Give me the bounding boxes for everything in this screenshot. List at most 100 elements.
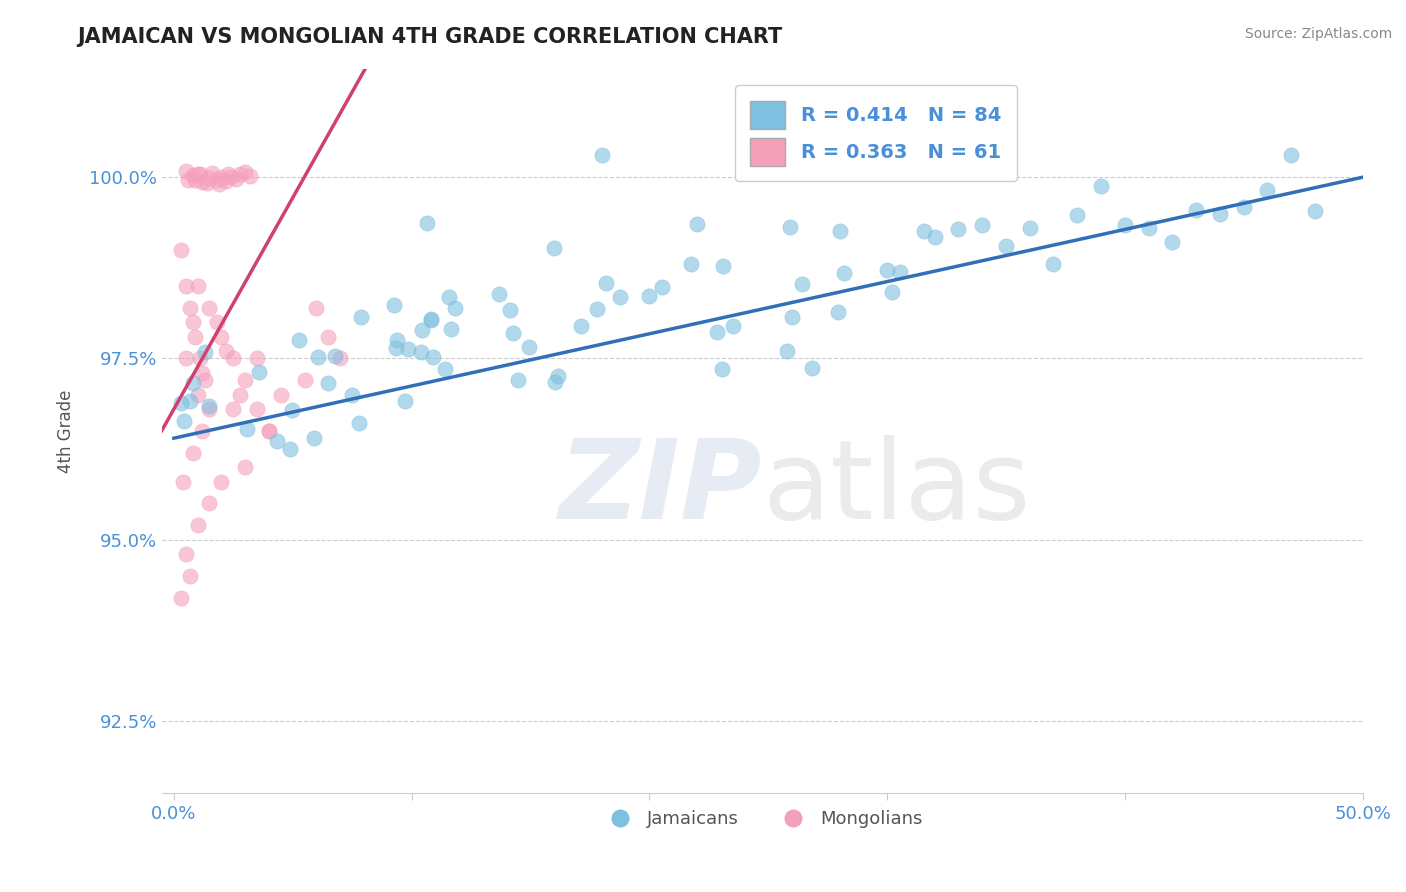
Point [172,475,194,489]
Point [222,351,245,366]
Point [209,475,232,489]
Point [433,361,456,376]
Point [416,216,439,230]
Point [187,387,209,401]
Point [1233,200,1256,214]
Point [994,238,1017,252]
Point [382,298,405,312]
Point [201,166,224,180]
Point [323,349,346,363]
Point [385,333,408,347]
Point [419,312,441,326]
Point [266,434,288,448]
Point [651,280,673,294]
Point [173,414,195,428]
Point [912,224,935,238]
Point [209,169,232,184]
Point [1303,204,1326,219]
Point [411,323,433,337]
Point [177,173,200,187]
Point [233,373,256,387]
Point [1185,202,1208,217]
Point [882,285,904,299]
Point [686,217,709,231]
Point [329,351,352,366]
Point [219,169,242,184]
Point [340,388,363,402]
Point [305,301,328,315]
Point [198,400,221,414]
Point [215,344,238,359]
Point [506,373,529,387]
Point [544,375,567,389]
Point [184,173,207,187]
Point [181,315,204,329]
Point [422,350,444,364]
Point [585,301,607,316]
Point [721,318,744,333]
Text: Source: ZipAtlas.com: Source: ZipAtlas.com [1244,27,1392,41]
Point [174,351,197,366]
Point [800,361,823,376]
Point [229,167,252,181]
Point [198,171,221,186]
Point [609,291,631,305]
Point [246,402,269,417]
Point [1209,207,1232,221]
Point [440,322,463,336]
Point [222,402,245,417]
Point [1042,257,1064,271]
Point [779,219,801,234]
Point [1279,148,1302,162]
Point [194,373,217,387]
Point [184,329,207,343]
Point [519,340,541,354]
Point [225,171,247,186]
Point [488,287,510,301]
Point [679,257,702,271]
Point [316,376,339,391]
Point [215,174,238,188]
Point [444,301,467,315]
Point [420,313,443,327]
Point [569,319,592,334]
Point [235,422,257,436]
Point [595,276,617,290]
Point [170,396,193,410]
Point [307,351,329,365]
Point [174,279,197,293]
Point [350,310,373,324]
Text: JAMAICAN VS MONGOLIAN 4TH GRADE CORRELATION CHART: JAMAICAN VS MONGOLIAN 4TH GRADE CORRELAT… [77,27,783,46]
Point [1256,183,1278,197]
Point [188,351,211,366]
Point [257,424,280,438]
Point [638,289,661,303]
Point [170,591,193,605]
Point [187,518,209,533]
Point [195,176,218,190]
Point [499,302,522,317]
Point [543,241,565,255]
Point [208,177,231,191]
Text: ZIP: ZIP [558,435,762,542]
Point [502,326,524,340]
Point [198,496,221,510]
Point [924,230,946,244]
Point [181,168,204,182]
Point [439,290,461,304]
Point [239,169,262,183]
Point [187,279,209,293]
Point [591,148,613,162]
Point [233,460,256,475]
Point [191,424,214,438]
Point [318,329,340,343]
Point [170,243,193,257]
Point [191,366,214,380]
Point [948,222,970,236]
Point [179,569,201,583]
Point [205,315,228,329]
Point [1090,179,1112,194]
Point [247,365,270,379]
Point [711,362,734,376]
Point [179,393,201,408]
